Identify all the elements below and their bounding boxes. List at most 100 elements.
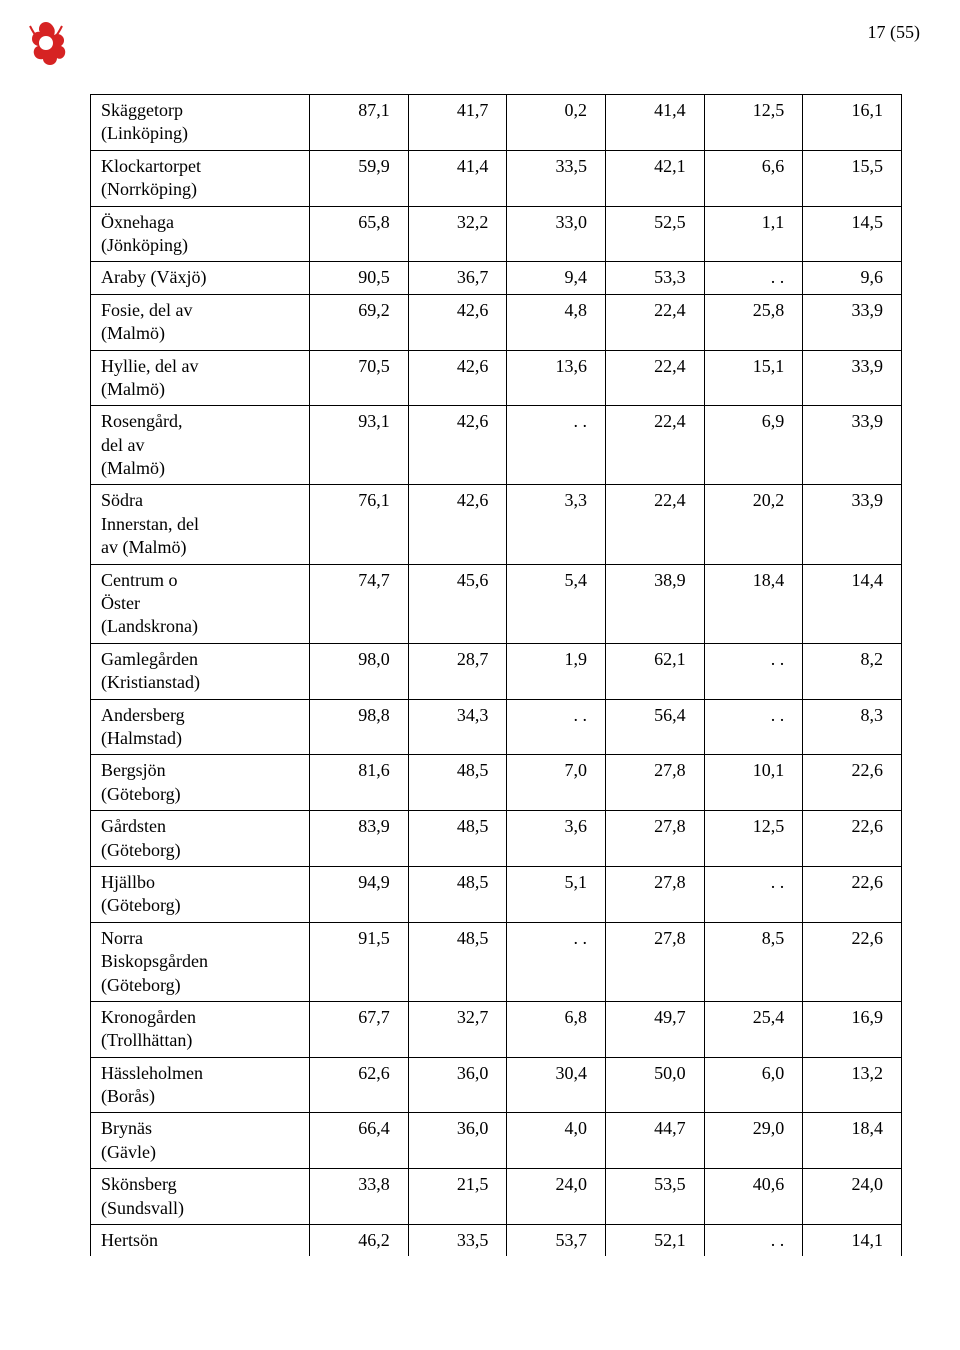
cell-value: 13,6 [507,350,606,406]
table-row: Hässleholmen(Borås)62,636,030,450,06,013… [91,1057,902,1113]
cell-value: 90,5 [310,262,409,294]
row-label: Araby (Växjö) [91,262,310,294]
cell-value: 33,5 [507,150,606,206]
cell-value: 6,6 [704,150,803,206]
cell-value: 14,1 [803,1225,902,1257]
cell-value: 4,8 [507,294,606,350]
cell-value: 52,5 [605,206,704,262]
cell-value: 32,7 [408,1001,507,1057]
cell-value: 49,7 [605,1001,704,1057]
cell-value: 36,0 [408,1057,507,1113]
cell-value: 33,9 [803,294,902,350]
row-label: Bergsjön(Göteborg) [91,755,310,811]
row-label: Hässleholmen(Borås) [91,1057,310,1113]
cell-value: 33,9 [803,485,902,564]
cell-value: 59,9 [310,150,409,206]
cell-value: 48,5 [408,922,507,1001]
cell-value: 48,5 [408,811,507,867]
cell-value: 76,1 [310,485,409,564]
cell-value: 87,1 [310,95,409,151]
cell-value: . . [507,406,606,485]
cell-value: 42,1 [605,150,704,206]
table-row: Hjällbo(Göteborg)94,948,55,127,8. .22,6 [91,866,902,922]
cell-value: 98,8 [310,699,409,755]
cell-value: 33,9 [803,350,902,406]
cell-value: 25,8 [704,294,803,350]
cell-value: 53,7 [507,1225,606,1257]
cell-value: 33,5 [408,1225,507,1257]
cell-value: 12,5 [704,95,803,151]
cell-value: 10,1 [704,755,803,811]
cell-value: 9,6 [803,262,902,294]
cell-value: 22,6 [803,922,902,1001]
cell-value: 81,6 [310,755,409,811]
cell-value: 16,9 [803,1001,902,1057]
cell-value: 33,0 [507,206,606,262]
cell-value: 50,0 [605,1057,704,1113]
cell-value: 28,7 [408,643,507,699]
row-label: Kronogården(Trollhättan) [91,1001,310,1057]
cell-value: 0,2 [507,95,606,151]
cell-value: 5,4 [507,564,606,643]
table-row: Gamlegården(Kristianstad)98,028,71,962,1… [91,643,902,699]
cell-value: 20,2 [704,485,803,564]
cell-value: 3,3 [507,485,606,564]
row-label: Brynäs(Gävle) [91,1113,310,1169]
cell-value: . . [507,922,606,1001]
cell-value: 33,9 [803,406,902,485]
cell-value: 7,0 [507,755,606,811]
cell-value: 5,1 [507,866,606,922]
table-row: Hyllie, del av(Malmö)70,542,613,622,415,… [91,350,902,406]
row-label: Centrum oÖster(Landskrona) [91,564,310,643]
table-row: Fosie, del av(Malmö)69,242,64,822,425,83… [91,294,902,350]
cell-value: 18,4 [704,564,803,643]
cell-value: 4,0 [507,1113,606,1169]
table-row: Brynäs(Gävle)66,436,04,044,729,018,4 [91,1113,902,1169]
cell-value: 6,9 [704,406,803,485]
cell-value: 62,1 [605,643,704,699]
cell-value: 44,7 [605,1113,704,1169]
cell-value: 21,5 [408,1169,507,1225]
cell-value: 14,4 [803,564,902,643]
table-row: Bergsjön(Göteborg)81,648,57,027,810,122,… [91,755,902,811]
cell-value: 41,7 [408,95,507,151]
cell-value: 9,4 [507,262,606,294]
cell-value: 48,5 [408,866,507,922]
cell-value: 6,0 [704,1057,803,1113]
row-label: Klockartorpet(Norrköping) [91,150,310,206]
cell-value: 36,7 [408,262,507,294]
cell-value: 42,6 [408,406,507,485]
cell-value: 94,9 [310,866,409,922]
table-row: Hertsön46,233,553,752,1. .14,1 [91,1225,902,1257]
row-label: Hertsön [91,1225,310,1257]
cell-value: 41,4 [605,95,704,151]
cell-value: 91,5 [310,922,409,1001]
cell-value: . . [704,643,803,699]
cell-value: 45,6 [408,564,507,643]
cell-value: 66,4 [310,1113,409,1169]
rose-logo-icon [18,16,74,72]
cell-value: 42,6 [408,485,507,564]
cell-value: 74,7 [310,564,409,643]
cell-value: 56,4 [605,699,704,755]
cell-value: 18,4 [803,1113,902,1169]
cell-value: 8,5 [704,922,803,1001]
cell-value: 13,2 [803,1057,902,1113]
row-label: Gamlegården(Kristianstad) [91,643,310,699]
table-row: Skäggetorp(Linköping)87,141,70,241,412,5… [91,95,902,151]
cell-value: 41,4 [408,150,507,206]
cell-value: 8,3 [803,699,902,755]
row-label: Andersberg(Halmstad) [91,699,310,755]
row-label: Öxnehaga(Jönköping) [91,206,310,262]
cell-value: 25,4 [704,1001,803,1057]
table-row: Centrum oÖster(Landskrona)74,745,65,438,… [91,564,902,643]
row-label: Rosengård,del av(Malmö) [91,406,310,485]
cell-value: 3,6 [507,811,606,867]
data-table: Skäggetorp(Linköping)87,141,70,241,412,5… [90,94,902,1256]
cell-value: 22,4 [605,294,704,350]
cell-value: 22,4 [605,406,704,485]
table-row: Skönsberg(Sundsvall)33,821,524,053,540,6… [91,1169,902,1225]
cell-value: 62,6 [310,1057,409,1113]
cell-value: 27,8 [605,866,704,922]
cell-value: 42,6 [408,294,507,350]
